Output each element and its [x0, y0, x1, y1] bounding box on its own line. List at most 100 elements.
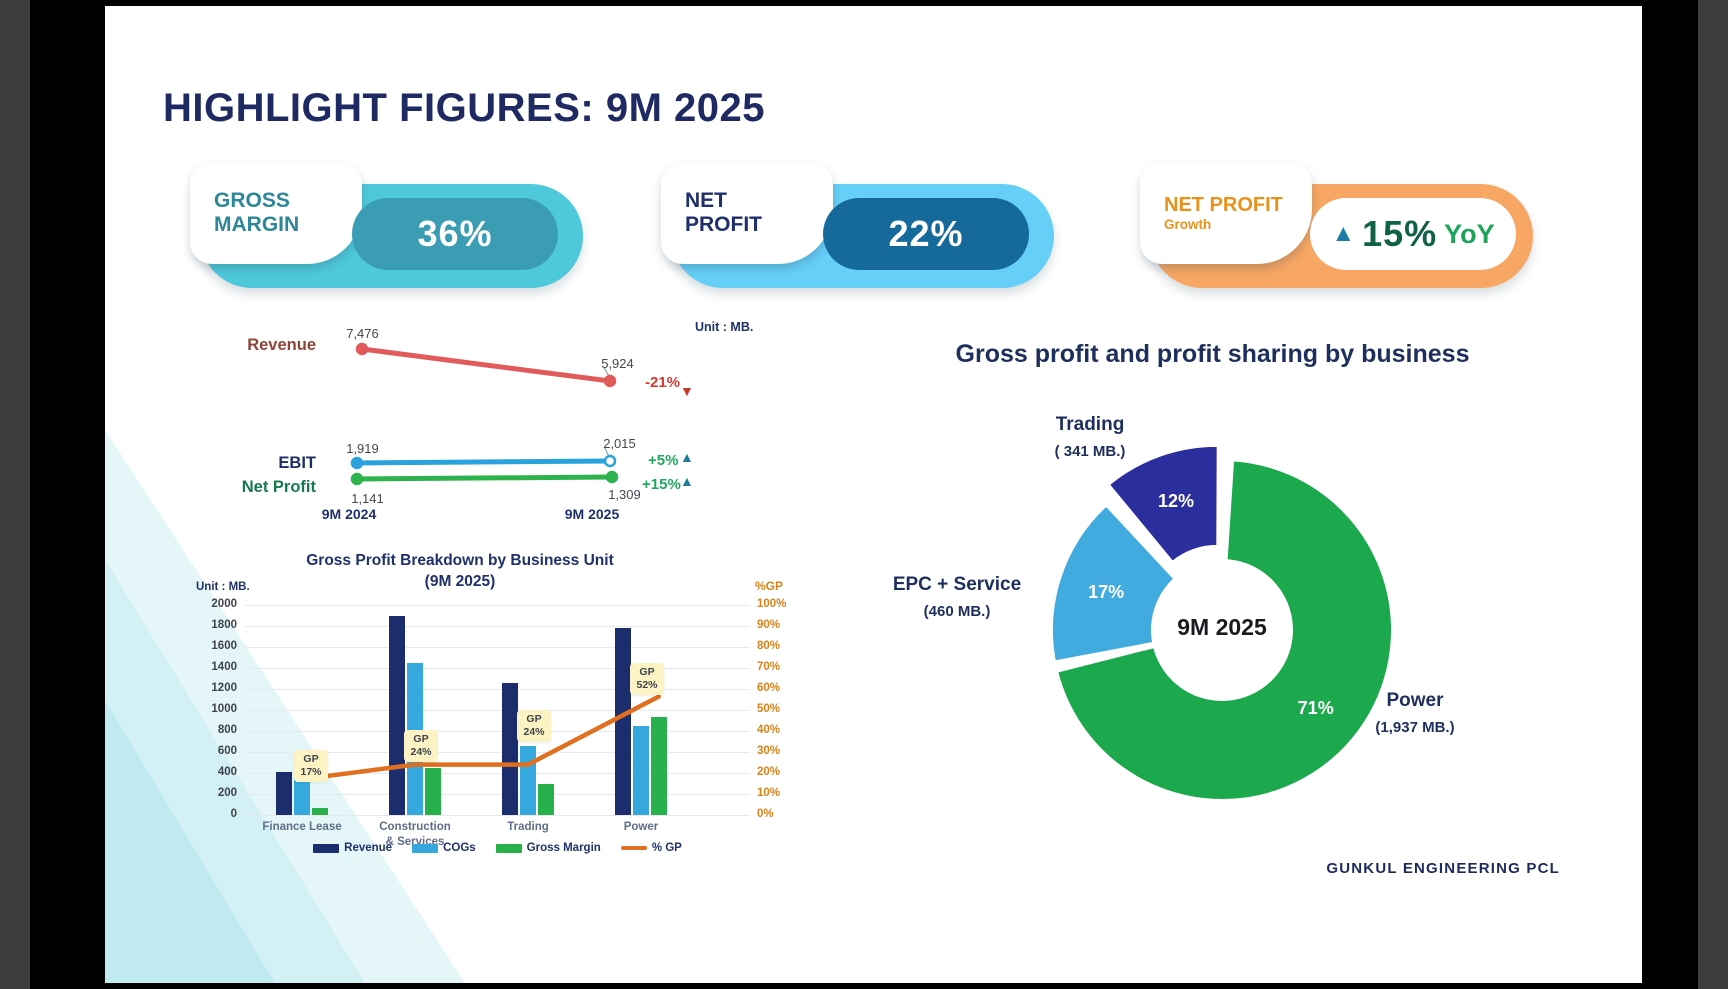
kpi-value-suffix: YoY: [1444, 218, 1495, 249]
kpi-label-line: MARGIN: [214, 213, 300, 236]
kpi-label-line: NET: [685, 188, 727, 212]
company-name: GUNKUL ENGINEERING PCL: [1326, 860, 1560, 877]
donut-label-amount: ( 341 MB.): [1054, 443, 1126, 460]
donut-label-amount: (460 MB.): [923, 603, 991, 620]
donut-chart-title: Gross profit and profit sharing by busin…: [955, 340, 1470, 368]
legend-item: Gross Margin: [495, 842, 601, 854]
trend-value: 5,924: [601, 356, 634, 371]
legend-label: Revenue: [344, 842, 393, 854]
right-axis-tick: 70%: [757, 661, 781, 673]
trend-x-label: 9M 2025: [564, 506, 620, 522]
y-axis-tick: 2000: [211, 598, 237, 610]
legend-label: Gross Margin: [526, 842, 601, 854]
y-axis-tick: 1000: [211, 703, 237, 715]
category-label: Construction & Services: [360, 820, 470, 850]
bar-chart-legend: Revenue COGs Gross Margin % GP: [245, 842, 750, 854]
donut-label-epc-service: EPC + Service (460 MB.): [878, 574, 1036, 620]
donut-label-name: Trading: [1055, 414, 1125, 435]
category-label-line: Finance Lease: [262, 821, 342, 833]
trend-unit-label: Unit : MB.: [695, 320, 754, 334]
gp-label-prefix: GP: [413, 733, 429, 745]
y-axis-tick: 0: [230, 808, 237, 820]
right-axis-tick: 10%: [757, 787, 781, 799]
y-axis-tick: 400: [217, 766, 237, 778]
right-axis-tick: 60%: [757, 682, 781, 694]
legend-swatch: [495, 843, 522, 853]
kpi-label-line: NET PROFIT: [1164, 193, 1283, 216]
legend-line-swatch: [620, 846, 647, 850]
bar-cogs: [294, 780, 310, 815]
bar-chart-title: Gross Profit Breakdown by Business Unit …: [235, 551, 685, 593]
bar-gross-margin: [312, 807, 328, 815]
trend-delta: -21%: [645, 374, 681, 391]
trend-x-label: 9M 2024: [321, 506, 377, 522]
right-axis-title: %GP: [755, 579, 784, 593]
y-axis-tick: 1800: [211, 619, 237, 631]
y-axis-tick: 1400: [211, 661, 237, 673]
bar-revenue: [615, 628, 631, 815]
donut-label-name: Power: [1386, 690, 1444, 711]
trend-marker: [603, 374, 617, 388]
gridline: [245, 625, 750, 627]
gridline: [245, 772, 750, 774]
category-label-line: Construction: [379, 821, 451, 833]
slide-background: [105, 6, 1642, 983]
trend-marker: [355, 342, 369, 356]
donut-label-trading: Trading ( 341 MB.): [1030, 414, 1150, 460]
y-axis-tick: 800: [217, 724, 237, 736]
kpi-value: 15%: [1362, 213, 1438, 254]
legend-label: % GP: [651, 842, 682, 854]
right-axis-tick: 20%: [757, 766, 781, 778]
trend-line-revenue: [359, 346, 613, 384]
right-axis-tick: 0%: [757, 808, 774, 820]
down-triangle-icon: ▼: [680, 383, 694, 399]
right-axis-tick: 90%: [757, 619, 781, 631]
y-axis-tick: 200: [217, 787, 237, 799]
donut-pct-label: 17%: [1088, 582, 1124, 602]
kpi-value-pill: 22%: [823, 198, 1029, 270]
gp-label-value: 17%: [300, 766, 322, 779]
gridline: [245, 604, 750, 606]
kpi-card-net-profit: NET PROFIT 22%: [661, 162, 1054, 292]
kpi-label-line: Growth: [1164, 216, 1212, 232]
gp-percent-line: [299, 694, 661, 782]
donut-label-name: EPC + Service: [892, 574, 1022, 595]
category-label: Power: [586, 820, 696, 835]
gp-label-value: 52%: [636, 679, 658, 692]
y-axis-tick: 1200: [211, 682, 237, 694]
gridline: [245, 730, 750, 732]
gp-label-value: 24%: [410, 746, 432, 759]
legend-swatch: [412, 843, 439, 853]
gridline: [245, 793, 750, 795]
category-label-line: Power: [623, 821, 659, 833]
kpi-value: 36%: [417, 213, 493, 254]
right-axis-tick: 40%: [757, 724, 781, 736]
kpi-card-gross-margin: GROSS MARGIN 36%: [190, 162, 583, 292]
kpi-label-bubble: GROSS MARGIN: [190, 162, 362, 264]
right-axis-tick: 80%: [757, 640, 781, 652]
gp-label-value: 24%: [523, 726, 545, 739]
gp-label: GP 24%: [517, 710, 551, 743]
trend-value: 7,476: [346, 326, 379, 341]
trend-series-label-revenue: Revenue: [247, 336, 316, 354]
bar-revenue: [276, 771, 292, 815]
bar-revenue: [502, 682, 518, 815]
gp-label-prefix: GP: [303, 753, 319, 765]
bar-gross-margin: [651, 717, 667, 815]
bar-chart-subtitle: (9M 2025): [424, 572, 496, 590]
letterbox-left: [0, 0, 30, 989]
gp-label-prefix: GP: [639, 666, 655, 678]
right-axis-tick: 50%: [757, 703, 781, 715]
donut-label-power: Power (1,937 MB.): [1355, 690, 1475, 736]
trend-value: 1,141: [351, 491, 384, 506]
right-axis-tick: 30%: [757, 745, 781, 757]
trend-line-ebit: [354, 458, 613, 466]
category-label-line: Trading: [507, 821, 549, 833]
page-title: HIGHLIGHT FIGURES: 9M 2025: [163, 86, 765, 130]
trend-delta: +15%: [642, 476, 681, 493]
kpi-label-line: PROFIT: [685, 213, 762, 236]
